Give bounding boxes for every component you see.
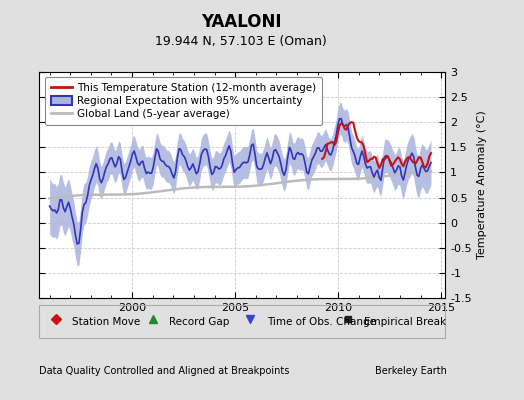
Text: YAALONI: YAALONI <box>201 13 281 31</box>
Y-axis label: Temperature Anomaly (°C): Temperature Anomaly (°C) <box>477 111 487 259</box>
Legend: This Temperature Station (12-month average), Regional Expectation with 95% uncer: This Temperature Station (12-month avera… <box>45 77 322 125</box>
Text: 19.944 N, 57.103 E (Oman): 19.944 N, 57.103 E (Oman) <box>155 36 327 48</box>
Text: Empirical Break: Empirical Break <box>364 317 446 326</box>
Text: Data Quality Controlled and Aligned at Breakpoints: Data Quality Controlled and Aligned at B… <box>39 366 290 376</box>
Text: Time of Obs. Change: Time of Obs. Change <box>267 317 376 326</box>
Text: Station Move: Station Move <box>72 317 140 326</box>
Text: Record Gap: Record Gap <box>169 317 230 326</box>
Text: Berkeley Earth: Berkeley Earth <box>375 366 446 376</box>
